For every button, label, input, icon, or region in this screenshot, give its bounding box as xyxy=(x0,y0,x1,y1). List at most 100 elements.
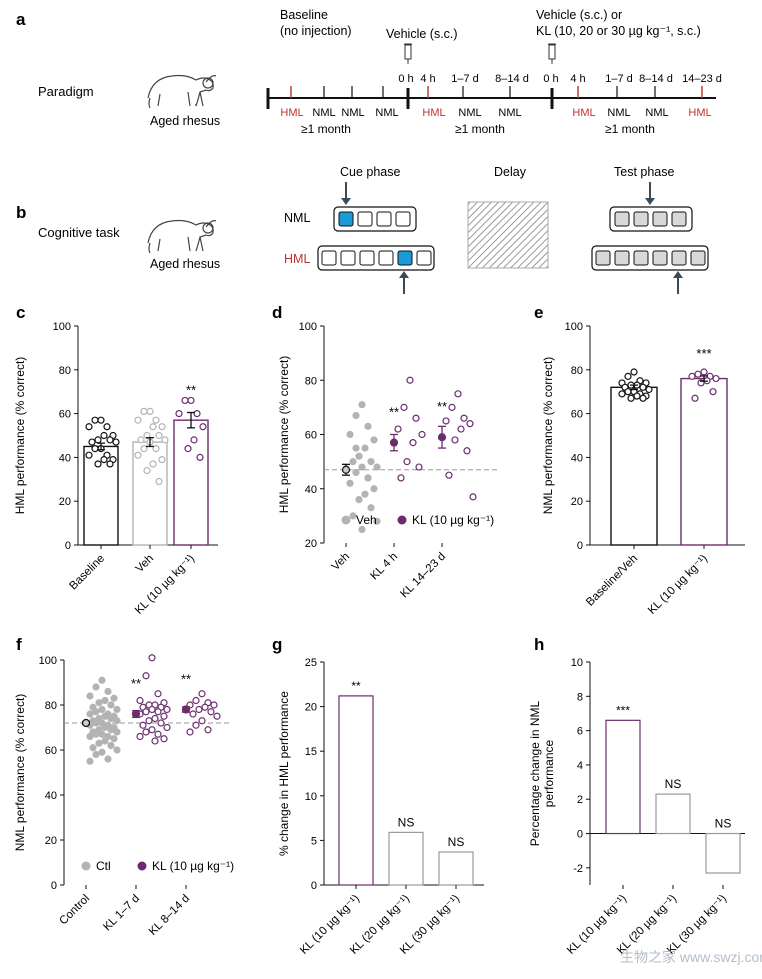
y-tick-label: 60 xyxy=(571,409,583,421)
data-point xyxy=(98,676,106,684)
y-tick-label: 40 xyxy=(305,484,317,496)
data-point xyxy=(196,453,204,461)
data-point xyxy=(143,431,151,440)
significance-label: *** xyxy=(696,346,711,361)
y-tick-label: 20 xyxy=(571,496,583,508)
timeline-bottom-label: HML xyxy=(422,107,445,119)
timeline-top-label: 4 h xyxy=(420,73,435,85)
significance-label: ** xyxy=(437,399,447,414)
hml-test-array xyxy=(591,245,709,271)
data-point xyxy=(155,477,163,486)
x-tick-label: KL 8–14 d xyxy=(147,893,192,938)
data-point xyxy=(86,710,94,718)
data-point xyxy=(149,423,157,431)
data-point xyxy=(361,490,369,498)
data-point xyxy=(92,708,100,716)
data-point xyxy=(143,466,151,475)
data-point xyxy=(139,721,147,729)
data-point xyxy=(94,460,102,468)
data-point xyxy=(140,407,148,416)
bar xyxy=(438,851,474,886)
data-point xyxy=(195,705,203,714)
data-point xyxy=(403,458,411,466)
data-point xyxy=(95,739,103,747)
data-point xyxy=(91,416,99,424)
bar xyxy=(338,695,374,886)
timeline-top-label: 1–7 d xyxy=(605,73,633,85)
timeline-bottom-label: HML xyxy=(688,107,711,119)
significance-label: NS xyxy=(398,815,415,829)
mean-marker xyxy=(341,465,351,474)
data-point xyxy=(103,423,111,431)
data-point xyxy=(101,723,109,732)
hml-cue-array xyxy=(317,245,435,271)
y-tick-label: 4 xyxy=(577,760,583,772)
data-point xyxy=(98,748,106,756)
hml-label: HML xyxy=(284,252,310,266)
data-point xyxy=(85,451,93,459)
y-tick-label: -2 xyxy=(573,863,583,875)
significance-label: NS xyxy=(665,777,682,791)
y-axis-label: NML performance (% correct) xyxy=(13,694,27,852)
significance-label: NS xyxy=(715,817,732,831)
chart-d: 20 40 60 80 100 ** ** Veh KL 4 hKL 14–23 d HML pe… xyxy=(277,321,498,600)
data-point xyxy=(694,370,702,378)
data-point xyxy=(192,721,200,729)
syringe-icon xyxy=(548,43,556,64)
data-point xyxy=(95,699,103,707)
month-duration-label: ≥1 month xyxy=(301,122,351,136)
paradigm-animal-label: Aged rhesus xyxy=(150,114,220,128)
data-point xyxy=(352,411,360,420)
data-point xyxy=(158,455,166,464)
data-point xyxy=(113,746,121,754)
y-tick-label: 60 xyxy=(45,745,57,757)
data-point xyxy=(688,372,696,380)
timeline-bottom-label: NML xyxy=(312,107,335,119)
data-point xyxy=(107,726,115,734)
data-point xyxy=(186,728,194,736)
data-point xyxy=(451,436,459,444)
data-point xyxy=(85,423,93,431)
timeline-bottom-label: NML xyxy=(498,107,521,119)
y-tick-label: 15 xyxy=(305,746,317,758)
nml-label: NML xyxy=(284,211,310,225)
data-point xyxy=(361,444,369,452)
data-point xyxy=(364,422,372,430)
data-point xyxy=(134,451,142,459)
data-point xyxy=(92,719,100,727)
data-point xyxy=(142,708,150,716)
y-tick-label: 100 xyxy=(39,655,57,667)
data-point xyxy=(158,423,166,431)
data-point xyxy=(113,728,121,736)
treatment-label-2: KL (10, 20 or 30 µg kg⁻¹, s.c.) xyxy=(536,24,701,38)
syringe-icon xyxy=(404,43,412,64)
bar xyxy=(680,377,728,546)
watermark: 生物之家 www.swzj.com xyxy=(620,949,762,965)
data-point xyxy=(149,460,157,468)
y-tick-label: 100 xyxy=(299,321,317,333)
mean-marker xyxy=(81,718,91,728)
bar xyxy=(705,832,741,874)
data-point xyxy=(104,755,112,763)
panel-letter-e: e xyxy=(534,303,543,322)
data-point xyxy=(100,455,108,464)
data-point xyxy=(463,447,471,455)
data-point xyxy=(142,728,150,736)
data-point xyxy=(207,708,215,716)
legend-d: Veh KL (10 µg kg⁻¹) xyxy=(341,513,494,527)
data-point xyxy=(618,390,626,398)
data-point xyxy=(633,392,641,400)
timeline-top-label: 8–14 d xyxy=(495,73,529,85)
data-point xyxy=(110,694,118,702)
data-point xyxy=(112,438,120,446)
data-point xyxy=(352,444,360,452)
data-point xyxy=(346,479,354,487)
data-point xyxy=(146,407,154,416)
x-tick-label: KL (10 µg kg⁻¹) xyxy=(646,553,710,617)
y-axis-label: % change in HML performance xyxy=(277,691,291,856)
y-tick-label: 20 xyxy=(305,702,317,714)
bar xyxy=(605,719,641,835)
y-tick-label: 80 xyxy=(59,365,71,377)
data-point xyxy=(397,474,405,482)
